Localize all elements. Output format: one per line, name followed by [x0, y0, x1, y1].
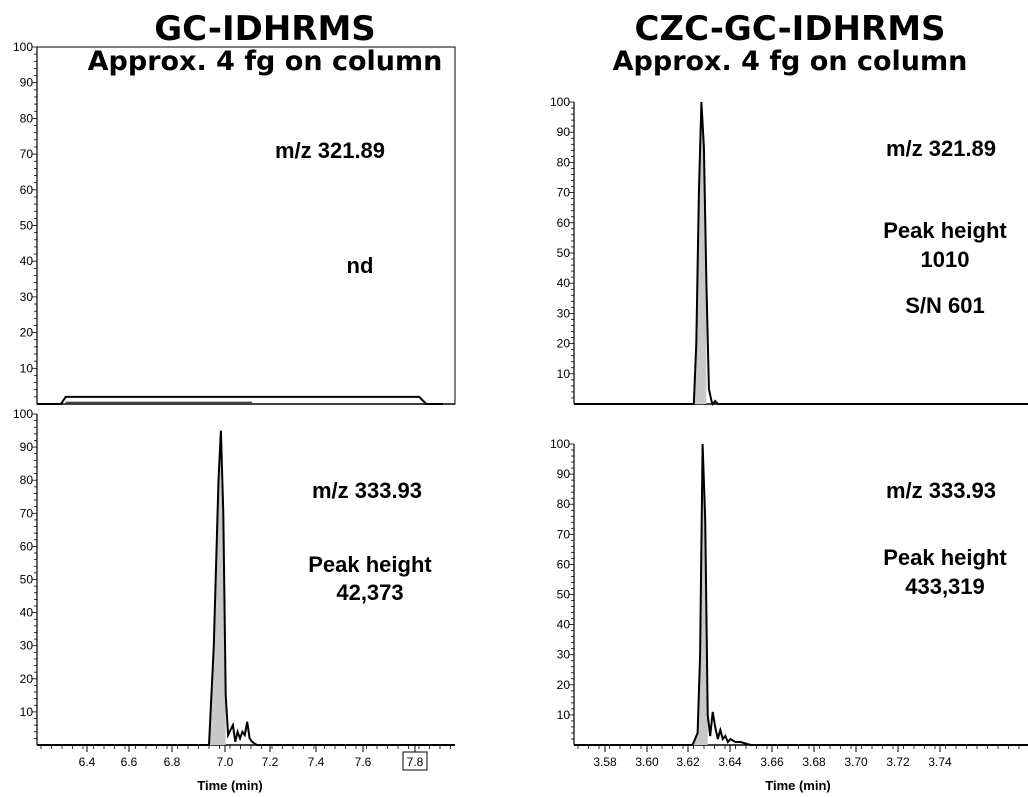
gc-bottom-y-tick-label: 40	[20, 606, 34, 620]
czc-bottom-y-tick-label: 40	[557, 618, 571, 632]
gc-bottom-y-tick-label: 70	[20, 506, 34, 520]
left-title: GC-IDHRMS	[154, 9, 376, 49]
czc-top-y-tick-label: 50	[557, 246, 571, 260]
czc-bottom-trace	[574, 443, 1028, 746]
gc-bottom-mz-label: m/z 333.93	[311, 478, 423, 503]
gc-bottom-x-tick-label: 7.0	[217, 755, 234, 769]
czc-bottom-peak-fill	[692, 444, 708, 745]
czc-bottom-x-axis-label: Time (min)	[765, 778, 831, 793]
czc-bottom-x-tick-label: 3.62	[676, 755, 700, 769]
gc-top-y-tick-label: 80	[20, 111, 34, 125]
czc-bottom-peak-label: Peak height	[883, 545, 1007, 570]
gc-top-nd-label: nd	[346, 253, 374, 278]
czc-top-peak-value: 1010	[920, 247, 970, 272]
gc-bottom-x-tick-label: 7.6	[355, 755, 372, 769]
czc-top-plot: 10 20 30 40 50 60 70 80 90 100	[550, 95, 1028, 406]
czc-bottom-plot: 10 20 30 40 50 60 70 80 90 100 3.58 3.60 3.62 3.64 3.6…	[550, 437, 1028, 793]
gc-bottom-peak-label: Peak height	[308, 552, 432, 577]
gc-bottom-trace	[37, 430, 455, 746]
czc-bottom-x-tick-label: 3.68	[802, 755, 826, 769]
gc-bottom-x-axis-label: Time (min)	[197, 778, 263, 793]
gc-top-y-tick-label: 100	[13, 40, 33, 54]
gc-bottom-x-tick-label: 6.8	[164, 755, 181, 769]
gc-bottom-peak-value: 42,373	[336, 580, 404, 605]
gc-bottom-y-tick-label: 60	[20, 539, 34, 553]
czc-bottom-y-tick-label: 90	[557, 467, 571, 481]
czc-bottom-x-tick-label: 3.60	[635, 755, 659, 769]
czc-bottom-x-tick-label: 3.72	[886, 755, 910, 769]
gc-top-y-tick-label: 60	[20, 183, 34, 197]
czc-top-trace	[574, 101, 1028, 406]
gc-bottom-x-tick-label: 7.8	[407, 755, 424, 769]
gc-top-y-tick-label: 40	[20, 254, 34, 268]
czc-bottom-y-tick-label: 80	[557, 497, 571, 511]
gc-bottom-y-tick-label: 90	[20, 440, 34, 454]
gc-top-plot: 10 20 30 40 50 60 70 80 90 100	[13, 40, 456, 405]
czc-bottom-peak-value: 433,319	[905, 574, 985, 599]
czc-top-y-tick-label: 90	[557, 125, 571, 139]
czc-top-mz-label: m/z 321.89	[885, 136, 997, 161]
czc-bottom-x-tick-label: 3.66	[760, 755, 784, 769]
czc-bottom-x-tick-label: 3.64	[718, 755, 742, 769]
gc-top-trace	[37, 395, 444, 405]
czc-bottom-y-tick-label: 100	[550, 437, 570, 451]
gc-bottom-y-tick-label: 20	[20, 672, 34, 686]
czc-top-sn-label: S/N 601	[905, 293, 985, 318]
czc-top-y-tick-label: 10	[557, 367, 571, 381]
czc-top-y-tick-label: 80	[557, 155, 571, 169]
gc-bottom-x-tick-label: 6.4	[79, 755, 96, 769]
gc-bottom-x-tick-label: 6.6	[121, 755, 138, 769]
gc-top-frame	[36, 46, 456, 405]
czc-bottom-y-tick-label: 60	[557, 557, 571, 571]
gc-top-y-tick-label: 70	[20, 147, 34, 161]
right-title: CZC-GC-IDHRMS	[634, 9, 946, 49]
czc-top-y-tick-label: 60	[557, 216, 571, 230]
gc-top-y-tick-label: 50	[20, 219, 34, 233]
gc-bottom-y-tick-label: 30	[20, 639, 34, 653]
gc-top-y-tick-label: 20	[20, 326, 34, 340]
czc-bottom-y-tick-label: 20	[557, 678, 571, 692]
czc-top-y-tick-label: 20	[557, 337, 571, 351]
czc-bottom-y-tick-label: 30	[557, 648, 571, 662]
czc-top-y-tick-label: 40	[557, 276, 571, 290]
gc-bottom-highlight-box	[402, 751, 428, 771]
gc-top-y-tick-label: 90	[20, 76, 34, 90]
gc-bottom-y-tick-label: 100	[13, 407, 33, 421]
czc-bottom-x-tick-label: 3.70	[844, 755, 868, 769]
gc-bottom-y-tick-label: 10	[20, 705, 34, 719]
left-header: GC-IDHRMS Approx. 4 fg on column	[55, 12, 475, 75]
gc-top-mz-label: m/z 321.89	[274, 138, 386, 163]
czc-bottom-y-tick-label: 50	[557, 588, 571, 602]
gc-bottom-x-tick-label: 7.2	[262, 755, 279, 769]
gc-bottom-y-tick-label: 50	[20, 573, 34, 587]
czc-bottom-y-tick-label: 10	[557, 708, 571, 722]
czc-bottom-x-tick-label: 3.74	[928, 755, 952, 769]
czc-top-y-tick-label: 100	[550, 95, 570, 109]
czc-top-peak-label: Peak height	[883, 218, 1007, 243]
right-header: CZC-GC-IDHRMS Approx. 4 fg on column	[580, 12, 1000, 75]
gc-bottom-plot: 10 20 30 40 50 60 70 80 90 100 6.4 6.6 6.8 7.0 7.2 7.4 7…	[13, 407, 455, 793]
gc-bottom-y-tick-label: 80	[20, 473, 34, 487]
czc-bottom-mz-label: m/z 333.93	[885, 478, 997, 503]
czc-top-y-tick-label: 70	[557, 186, 571, 200]
left-subtitle: Approx. 4 fg on column	[87, 46, 443, 77]
czc-bottom-y-tick-label: 70	[557, 527, 571, 541]
right-subtitle: Approx. 4 fg on column	[612, 46, 968, 77]
gc-top-y-tick-label: 30	[20, 290, 34, 304]
gc-top-y-tick-label: 10	[20, 361, 34, 375]
czc-bottom-x-tick-label: 3.58	[593, 755, 617, 769]
czc-top-y-tick-label: 30	[557, 306, 571, 320]
gc-bottom-x-tick-label: 7.4	[308, 755, 325, 769]
